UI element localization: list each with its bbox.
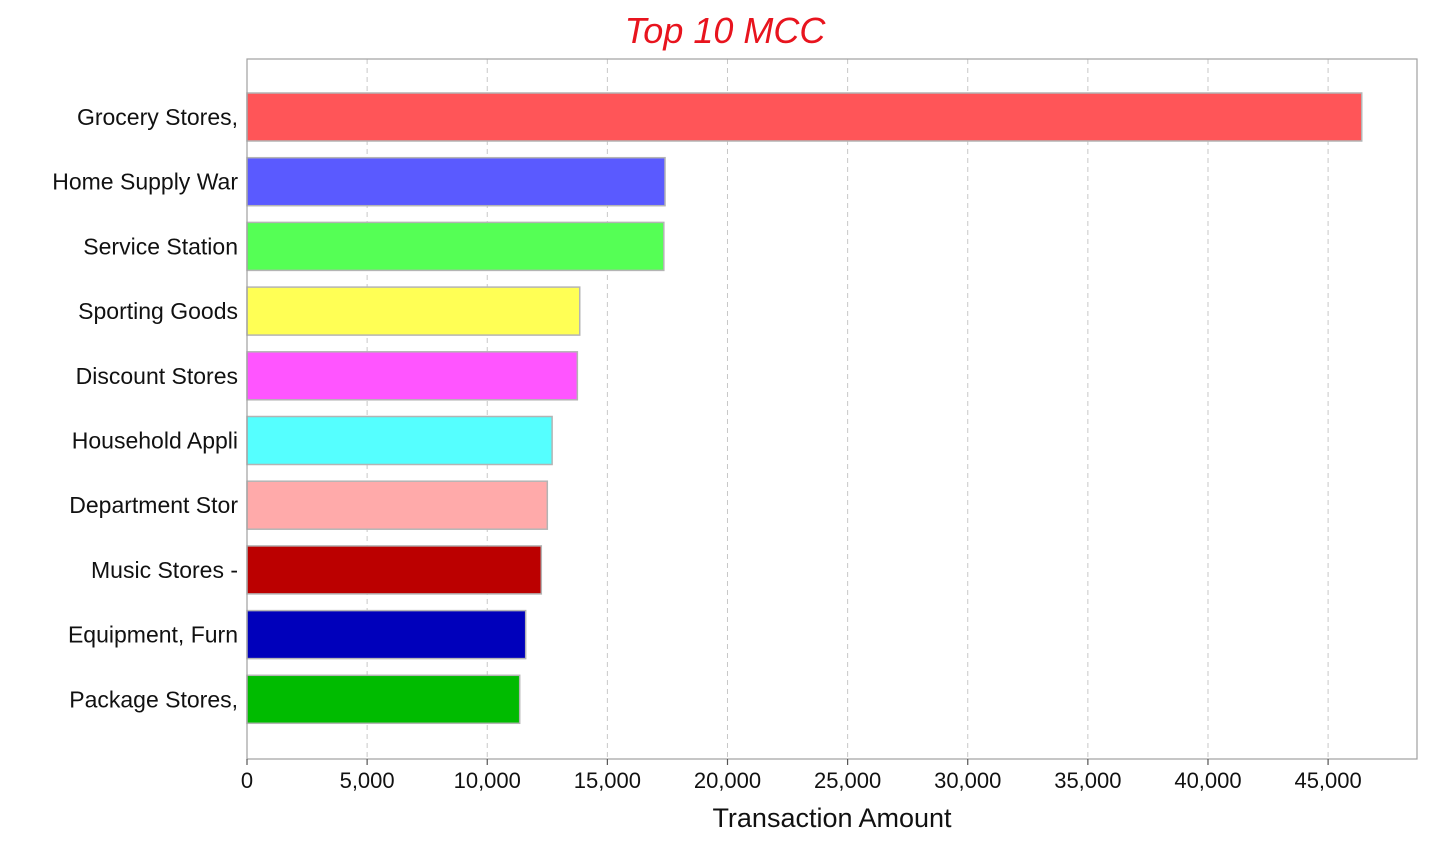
x-tick-label: 5,000	[340, 768, 395, 793]
category-label: Music Stores -	[91, 557, 238, 583]
bar	[246, 156, 666, 207]
bar	[246, 415, 553, 466]
category-label: Department Stor	[69, 492, 238, 518]
x-axis-ticks: 0 5,000 10,000 15,000 20,000 25,000 30,000 35,0…	[241, 759, 1362, 793]
x-tick-label: 20,000	[694, 768, 761, 793]
bar	[246, 545, 543, 595]
bar	[246, 286, 581, 336]
x-tick-label: 10,000	[454, 768, 521, 793]
category-label: Service Station	[83, 233, 238, 259]
x-tick-label: 45,000	[1294, 768, 1361, 793]
x-tick-label: 40,000	[1174, 768, 1241, 793]
x-axis-title: Transaction Amount	[712, 803, 952, 833]
x-tick-label: 30,000	[934, 768, 1001, 793]
bar	[246, 351, 579, 401]
bar	[246, 92, 1363, 142]
x-tick-label: 35,000	[1054, 768, 1121, 793]
bars	[246, 92, 1363, 725]
chart-title: Top 10 MCC	[625, 10, 827, 51]
category-label: Sporting Goods	[78, 298, 238, 324]
x-tick-label: 25,000	[814, 768, 881, 793]
bar	[246, 221, 665, 272]
category-label: Discount Stores	[76, 363, 238, 389]
x-tick-label: 15,000	[574, 768, 641, 793]
bar	[246, 480, 549, 530]
category-label: Home Supply War	[52, 169, 238, 195]
bar	[246, 609, 527, 660]
category-label: Equipment, Furn	[68, 622, 238, 648]
category-label: Package Stores,	[69, 686, 238, 712]
x-tick-label: 0	[241, 768, 253, 793]
plot-frame	[246, 58, 1418, 760]
bar	[246, 674, 521, 725]
category-label: Grocery Stores,	[77, 104, 238, 130]
category-label: Household Appli	[72, 428, 238, 454]
category-labels: Grocery Stores, Home Supply War Service St…	[52, 104, 238, 712]
